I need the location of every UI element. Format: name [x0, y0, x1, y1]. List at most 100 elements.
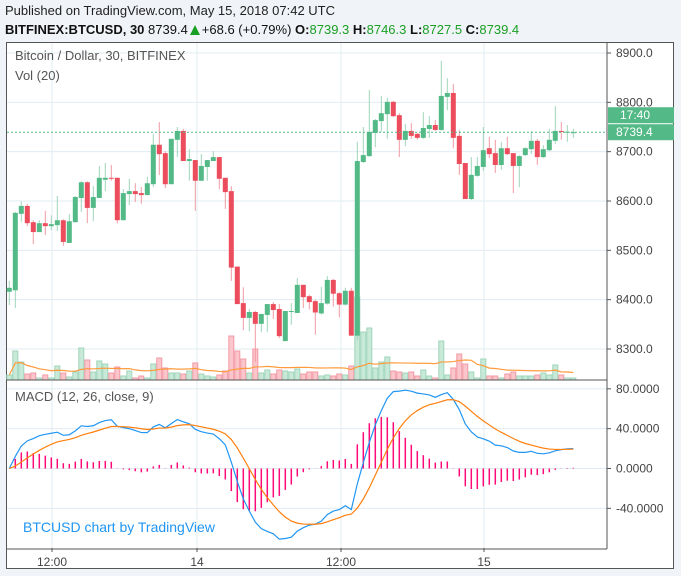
candle-body [174, 130, 180, 140]
candle-body [114, 177, 120, 221]
volume-bar [198, 373, 205, 381]
price-label: 8800.0 [616, 95, 653, 109]
volume-bar [192, 362, 199, 381]
candle-body [138, 193, 144, 196]
candle-body [402, 130, 408, 140]
candle-body [282, 310, 288, 342]
candle-body [12, 212, 18, 291]
signal-line [9, 399, 574, 525]
candle-body [486, 148, 492, 155]
candle-body [534, 140, 540, 158]
volume-bar [348, 365, 355, 381]
candle-body [102, 177, 108, 180]
candle-body [438, 95, 444, 130]
candle-body [456, 135, 462, 164]
candle-body [492, 153, 498, 165]
candle-body [312, 301, 318, 313]
candle-body [246, 311, 252, 318]
candle-body [546, 139, 552, 151]
candle-body [168, 138, 174, 185]
candle-body [180, 130, 186, 162]
candle-body [498, 148, 504, 165]
candle-body [54, 220, 60, 226]
time-label: 15 [477, 555, 491, 569]
candle-body [162, 153, 168, 185]
volume-bar [84, 359, 91, 381]
low-label: L: [410, 22, 423, 37]
volume-bar [318, 375, 325, 381]
candle-body [222, 177, 228, 193]
high-value: 8746.3 [366, 22, 407, 37]
candle-body [210, 157, 216, 162]
last-price: 8739.4 [148, 22, 188, 37]
candle-body [240, 303, 246, 318]
volume-bar [552, 364, 559, 381]
candle-body [234, 266, 240, 305]
volume-bar [486, 375, 493, 381]
volume-bar [396, 371, 403, 381]
macd-label: 0.0000 [616, 462, 653, 476]
countdown: 17:40 [620, 108, 650, 122]
volume-bar [366, 327, 373, 381]
volume-bar [120, 375, 127, 381]
volume-bar [102, 363, 109, 381]
candle-body [198, 165, 204, 181]
chart-frame[interactable] [6, 42, 674, 569]
candle-body [36, 223, 42, 233]
volume-bar [270, 373, 277, 381]
candle-body [216, 157, 222, 179]
volume-bar [390, 370, 397, 381]
price-tag: 8739.4 [616, 125, 653, 139]
volume-bar [534, 374, 541, 381]
volume-bar [540, 372, 547, 381]
volume-bar [150, 363, 157, 381]
volume-bar [174, 372, 181, 381]
volume-bar [18, 361, 25, 381]
candle-body [390, 101, 396, 117]
volume-bar [510, 371, 517, 381]
candle-body [42, 223, 48, 227]
candle-body [72, 197, 78, 223]
volume-bar [342, 374, 349, 381]
volume-bar [246, 372, 253, 381]
open-value: 8739.3 [309, 22, 350, 37]
main-legend: Bitcoin / Dollar, 30, BITFINEX [15, 48, 186, 63]
candle-body [462, 163, 468, 200]
candle-body [318, 303, 324, 314]
quote-line: BITFINEX:BTCUSD, 30 8739.4 +68.6 (+0.79%)… [5, 22, 519, 37]
candle-body [288, 310, 294, 312]
macd-label: -40.0000 [616, 501, 664, 515]
candle-body [474, 165, 480, 176]
candle-body [120, 193, 126, 221]
time-label: 12:00 [326, 555, 356, 569]
candle-body [60, 220, 66, 242]
candle-body [252, 311, 258, 324]
candle-body [30, 222, 36, 233]
volume-bar [168, 372, 175, 381]
candle-body [552, 130, 558, 141]
volume-bar [204, 375, 211, 381]
volume-bar [90, 371, 97, 381]
volume-bar [444, 374, 451, 381]
up-arrow-icon [189, 25, 200, 35]
candle-body [306, 296, 312, 303]
volume-bar [108, 372, 115, 381]
candle-body [90, 197, 96, 208]
time-label: 12:00 [37, 555, 67, 569]
candle-body [24, 205, 30, 224]
candle-body [48, 224, 54, 227]
time-label: 14 [190, 555, 204, 569]
volume-bar [558, 374, 565, 381]
price-tag-box [608, 124, 674, 141]
volume-bar [492, 375, 499, 381]
candle-body [414, 133, 420, 138]
candle-body [276, 309, 282, 337]
volume-bar [360, 331, 367, 381]
candle-body [366, 131, 372, 157]
candle-body [270, 304, 276, 311]
volume-bar [324, 374, 331, 381]
volume-bar [78, 347, 85, 381]
volume-bar [234, 350, 241, 381]
volume-bar [462, 363, 469, 381]
